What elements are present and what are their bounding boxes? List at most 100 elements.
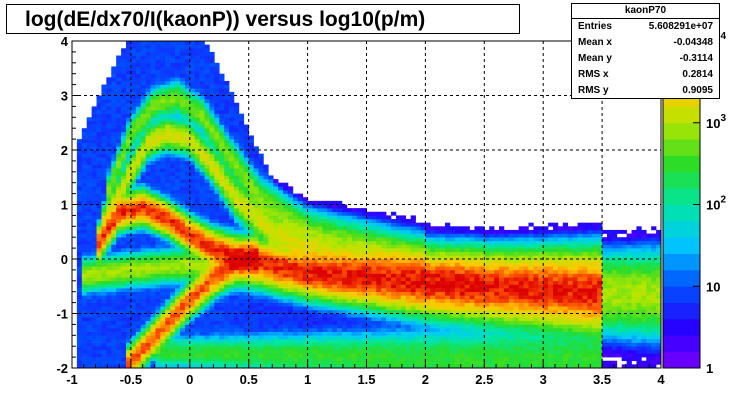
heatmap-cell <box>425 324 431 329</box>
heatmap-cell <box>91 277 97 282</box>
heatmap-cell <box>140 204 146 209</box>
heatmap-cell <box>160 160 166 165</box>
heatmap-cell <box>209 146 215 151</box>
heatmap-cell <box>96 233 102 238</box>
heatmap-cell <box>440 269 446 274</box>
heatmap-cell <box>116 233 122 238</box>
heatmap-cell <box>449 313 456 318</box>
heatmap-cell <box>376 357 382 362</box>
heatmap-cell <box>219 229 225 234</box>
heatmap-cell <box>283 255 289 260</box>
heatmap-cell <box>263 357 269 362</box>
heatmap-cell <box>91 353 97 358</box>
heatmap-cell <box>243 208 249 213</box>
heatmap-cell <box>366 306 372 311</box>
heatmap-cell <box>268 186 274 191</box>
heatmap-cell <box>179 135 186 140</box>
heatmap-cell <box>400 284 407 289</box>
heatmap-cell <box>283 277 289 282</box>
heatmap-cell <box>189 117 196 122</box>
heatmap-cell <box>130 357 137 362</box>
heatmap-cell <box>233 160 240 165</box>
heatmap-cell <box>106 95 112 100</box>
heatmap-cell <box>449 320 456 325</box>
heatmap-cell <box>160 237 166 242</box>
heatmap-cell <box>356 251 362 256</box>
heatmap-cell <box>253 179 259 183</box>
heatmap-cell <box>253 208 259 213</box>
heatmap-cell <box>238 208 245 213</box>
heatmap-cell <box>302 335 308 340</box>
heatmap-cell <box>150 150 156 154</box>
heatmap-cell <box>81 211 88 216</box>
heatmap-cell <box>194 124 200 129</box>
heatmap-cell <box>175 291 181 296</box>
heatmap-cell <box>224 313 230 318</box>
heatmap-cell <box>351 320 357 325</box>
heatmap-cell <box>263 277 269 282</box>
heatmap-cell <box>121 335 127 340</box>
heatmap-cell <box>96 288 102 292</box>
heatmap-cell <box>91 153 97 158</box>
heatmap-cell <box>135 328 142 332</box>
heatmap-cell <box>170 240 176 245</box>
heatmap-cell <box>101 102 107 107</box>
heatmap-cell <box>341 306 348 311</box>
heatmap-cell <box>292 266 299 271</box>
heatmap-cell <box>248 248 254 253</box>
heatmap-cell <box>125 309 132 314</box>
heatmap-cell <box>140 66 146 71</box>
heatmap-cell <box>464 364 470 369</box>
heatmap-cell <box>106 84 112 89</box>
heatmap-cell <box>224 91 230 96</box>
heatmap-cell <box>302 233 308 238</box>
heatmap-cell <box>410 357 416 362</box>
heatmap-cell <box>430 262 436 267</box>
heatmap-cell <box>356 317 362 322</box>
heatmap-cell <box>125 44 132 49</box>
heatmap-cell <box>189 70 196 74</box>
heatmap-cell <box>346 229 353 234</box>
heatmap-cell <box>351 273 357 278</box>
heatmap-cell <box>376 306 382 311</box>
heatmap-cell <box>469 233 475 238</box>
heatmap-cell <box>253 346 259 351</box>
heatmap-cell <box>243 302 249 307</box>
heatmap-cell <box>415 353 421 358</box>
heatmap-cell <box>111 284 117 289</box>
heatmap-cell <box>341 302 348 307</box>
heatmap-cell <box>199 309 205 314</box>
heatmap-cell <box>356 349 362 354</box>
heatmap-cell <box>194 41 200 45</box>
heatmap-cell <box>135 262 142 267</box>
heatmap-cell <box>224 204 230 209</box>
heatmap-cell <box>278 182 284 187</box>
heatmap-cell <box>86 131 92 136</box>
heatmap-cell <box>278 338 284 343</box>
heatmap-cell <box>194 324 200 329</box>
heatmap-cell <box>327 331 333 336</box>
heatmap-cell <box>219 182 225 187</box>
heatmap-cell <box>140 328 146 332</box>
heatmap-cell <box>86 295 92 300</box>
heatmap-cell <box>278 291 284 296</box>
heatmap-cell <box>278 186 284 191</box>
heatmap-cell <box>312 237 318 242</box>
heatmap-cell <box>106 349 112 354</box>
heatmap-cell <box>405 335 411 340</box>
heatmap-cell <box>145 233 151 238</box>
heatmap-cell <box>170 266 176 271</box>
heatmap-cell <box>145 48 151 53</box>
heatmap-cell <box>391 298 397 303</box>
heatmap-cell <box>366 295 372 300</box>
heatmap-cell <box>179 313 186 318</box>
heatmap-cell <box>179 189 186 194</box>
heatmap-cell <box>445 295 451 300</box>
heatmap-cell <box>189 142 196 147</box>
heatmap-cell <box>337 364 343 369</box>
heatmap-cell <box>229 262 235 267</box>
heatmap-cell <box>96 142 102 147</box>
heatmap-cell <box>130 288 137 292</box>
heatmap-cell <box>194 219 200 223</box>
heatmap-cell <box>101 233 107 238</box>
